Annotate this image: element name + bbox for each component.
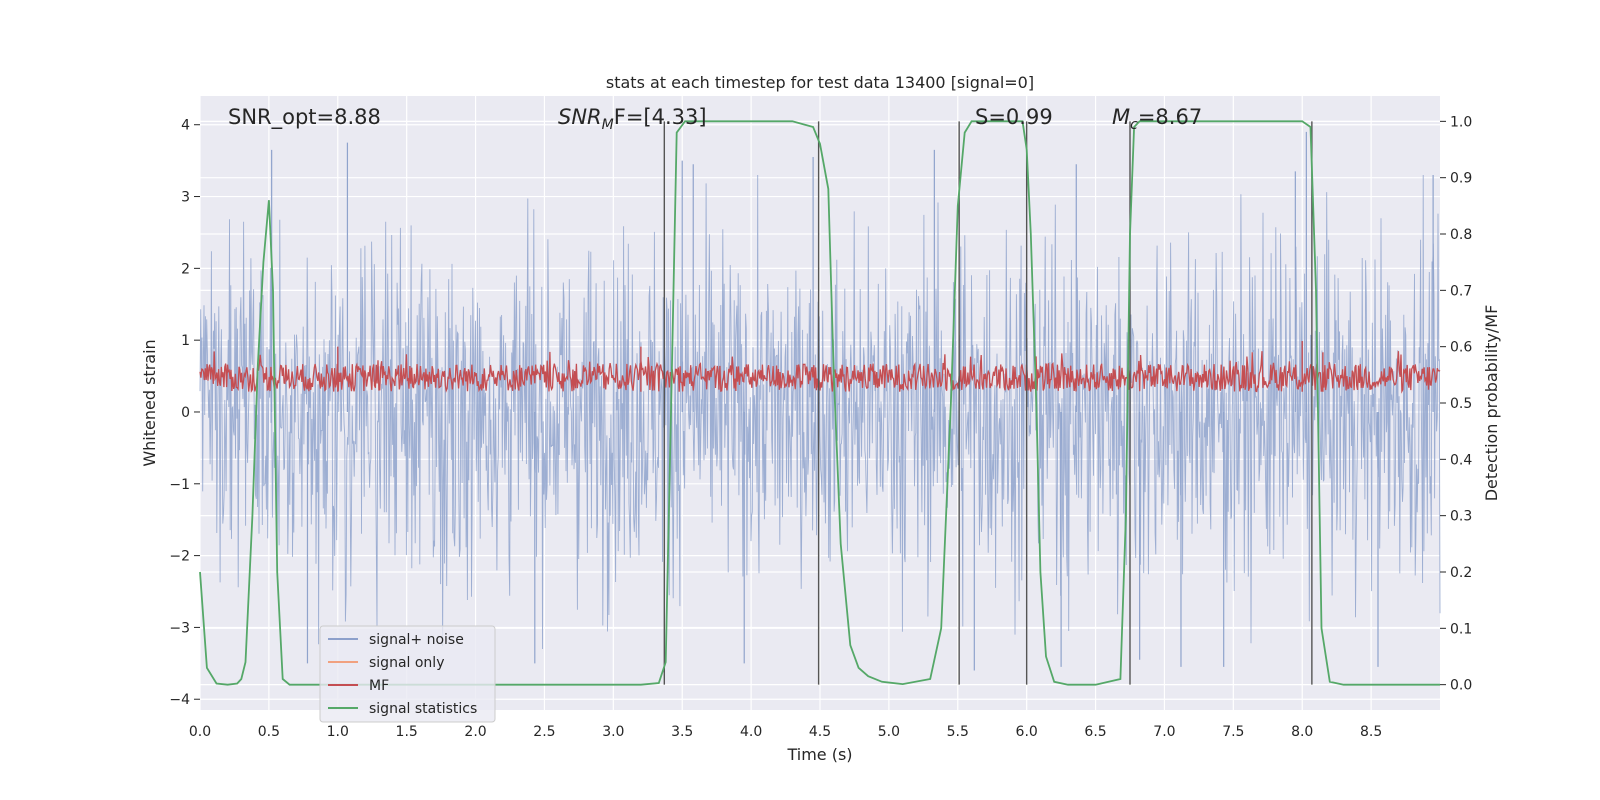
x-tick-label: 7.5 <box>1222 724 1244 740</box>
x-tick-label: 0.0 <box>189 724 211 740</box>
y2-tick-label: 0.9 <box>1450 171 1472 187</box>
x-tick-label: 4.0 <box>740 724 762 740</box>
legend-label-signal-statistics: signal statistics <box>369 701 477 717</box>
legend-label-mf: MF <box>369 678 389 694</box>
x-tick-label: 7.0 <box>1153 724 1175 740</box>
y-tick-label: −2 <box>169 549 190 565</box>
x-tick-label: 3.5 <box>671 724 693 740</box>
legend-label-noise: signal+ noise <box>369 632 464 648</box>
x-tick-label: 6.0 <box>1016 724 1038 740</box>
noise-trace <box>199 174 1441 650</box>
mf-series <box>199 341 1441 394</box>
annotation-snr-mf-main: SNR <box>558 105 602 129</box>
y2-tick-label: 0.2 <box>1450 565 1472 581</box>
y2-tick-label: 1.0 <box>1450 114 1472 130</box>
x-tick-label: 5.0 <box>878 724 900 740</box>
annotation-snr-mf-sub: M <box>602 117 614 133</box>
x-tick-label: 6.5 <box>1084 724 1106 740</box>
y-tick-label: 4 <box>181 118 190 134</box>
legend-box <box>319 625 496 723</box>
signal-statistics-line <box>199 120 1440 686</box>
mf-trace <box>199 351 1441 394</box>
y-tick-label: 0 <box>181 405 190 421</box>
y2-tick-label: 0.1 <box>1450 621 1472 637</box>
y2-tick-labels: 1.0 0.9 0.8 0.7 0.6 0.5 0.4 0.3 0.2 0.1 0.0 <box>1440 114 1472 694</box>
y-tick-label: 2 <box>181 261 190 277</box>
annotation-snr-opt: SNR_opt=8.88 <box>228 105 381 130</box>
y2-tick-label: 0.7 <box>1450 283 1472 299</box>
annotation-snr-mf: SNRMF=[4.33] <box>558 105 707 133</box>
annotation-mc-rest: =8.67 <box>1138 105 1202 129</box>
y2-axis-label: Detection probability/MF <box>1482 305 1501 502</box>
x-tick-label: 5.5 <box>947 724 969 740</box>
x-tick-label: 8.0 <box>1291 724 1313 740</box>
x-axis-label: Time (s) <box>786 745 852 764</box>
x-tick-labels: 0.0 0.5 1.0 1.5 2.0 2.5 3.0 3.5 4.0 4.5 5.0 5.5 6.0 6… <box>189 724 1382 740</box>
x-tick-label: 1.5 <box>396 724 418 740</box>
x-tick-label: 0.5 <box>258 724 280 740</box>
y-tick-label: −3 <box>169 620 190 636</box>
y2-tick-label: 0.3 <box>1450 509 1472 525</box>
y2-tick-label: 0.5 <box>1450 396 1472 412</box>
annotation-mc-main: M <box>1112 105 1130 129</box>
x-tick-label: 1.0 <box>327 724 349 740</box>
y-tick-label: 3 <box>181 190 190 206</box>
x-tick-label: 2.0 <box>464 724 486 740</box>
legend-label-signal-only: signal only <box>369 655 444 671</box>
y2-tick-label: 0.0 <box>1450 678 1472 694</box>
annotation-s: S=0.99 <box>975 105 1053 129</box>
x-tick-label: 3.0 <box>602 724 624 740</box>
legend: signal+ noise signal only MF signal stat… <box>319 625 496 723</box>
y2-tick-label: 0.4 <box>1450 452 1472 468</box>
y2-tick-label: 0.8 <box>1450 227 1472 243</box>
y-tick-label: 1 <box>181 333 190 349</box>
annotation-mc-sub: c <box>1130 117 1138 133</box>
y-tick-label: −1 <box>169 477 190 493</box>
signal-statistics-series <box>199 120 1440 686</box>
chart-title: stats at each timestep for test data 134… <box>606 73 1034 92</box>
x-tick-label: 8.5 <box>1360 724 1382 740</box>
x-tick-label: 2.5 <box>533 724 555 740</box>
annotation-snr-mf-rest: F=[4.33] <box>614 105 707 129</box>
noise-series <box>199 131 1441 671</box>
annotation-mc: Mc=8.67 <box>1112 105 1202 133</box>
x-tick-label: 4.5 <box>809 724 831 740</box>
y2-tick-label: 0.6 <box>1450 340 1472 356</box>
y-tick-labels: 4 3 2 1 0 −1 −2 −3 −4 <box>169 118 200 708</box>
y-tick-label: −4 <box>169 692 190 708</box>
y-axis-label: Whitened strain <box>140 339 159 466</box>
